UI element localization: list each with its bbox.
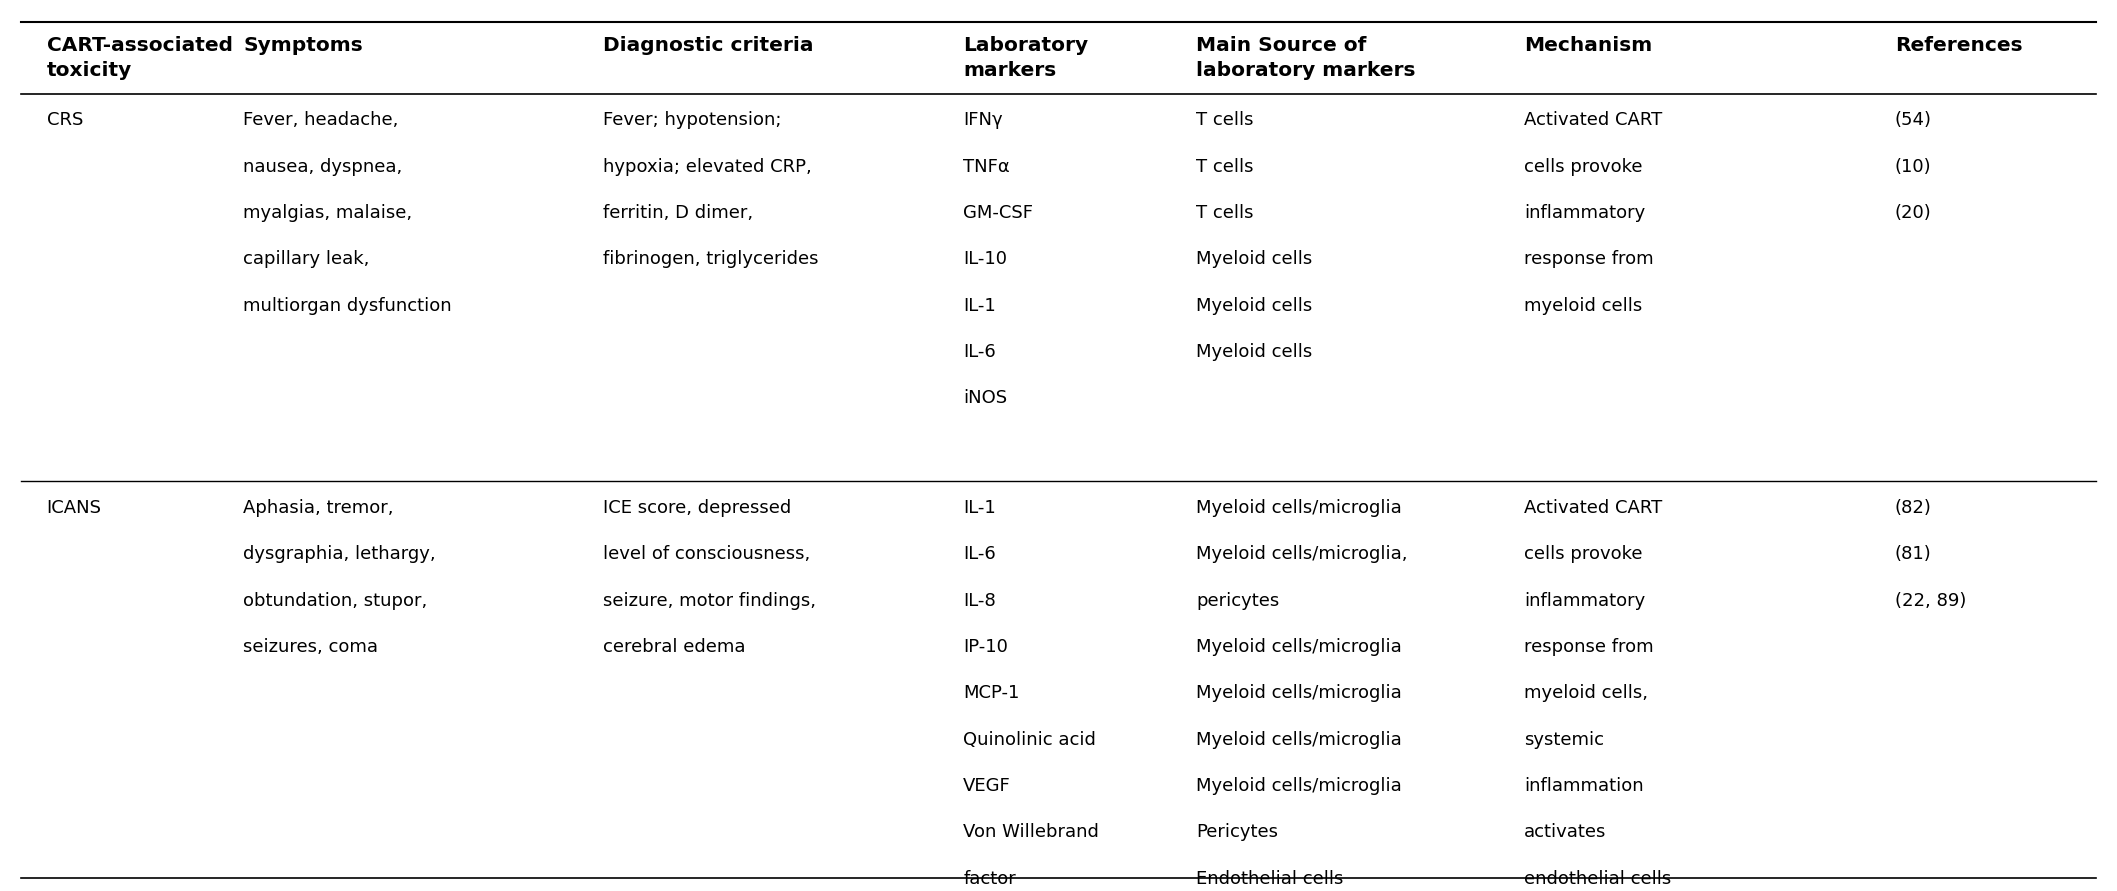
Text: Myeloid cells: Myeloid cells [1196,250,1313,268]
Text: Myeloid cells/microglia: Myeloid cells/microglia [1196,731,1401,748]
Text: References: References [1895,36,2022,54]
Text: IL-6: IL-6 [963,545,995,563]
Text: iNOS: iNOS [963,389,1008,407]
Text: Quinolinic acid: Quinolinic acid [963,731,1097,748]
Text: activates: activates [1524,823,1607,841]
Text: Pericytes: Pericytes [1196,823,1279,841]
Text: MCP-1: MCP-1 [963,684,1020,702]
Text: (54): (54) [1895,111,1931,129]
Text: IL-6: IL-6 [963,343,995,361]
Text: myeloid cells: myeloid cells [1524,297,1643,315]
Text: TNFα: TNFα [963,158,1010,176]
Text: Main Source of
laboratory markers: Main Source of laboratory markers [1196,36,1416,79]
Text: Activated CART: Activated CART [1524,499,1662,517]
Text: Von Willebrand: Von Willebrand [963,823,1099,841]
Text: Myeloid cells/microglia: Myeloid cells/microglia [1196,777,1401,795]
Text: IL-1: IL-1 [963,297,995,315]
Text: ICE score, depressed: ICE score, depressed [603,499,792,517]
Text: Symptoms: Symptoms [243,36,364,54]
Text: cells provoke: cells provoke [1524,158,1643,176]
Text: myeloid cells,: myeloid cells, [1524,684,1649,702]
Text: Activated CART: Activated CART [1524,111,1662,129]
Text: Diagnostic criteria: Diagnostic criteria [603,36,813,54]
Text: Aphasia, tremor,: Aphasia, tremor, [243,499,394,517]
Text: dysgraphia, lethargy,: dysgraphia, lethargy, [243,545,436,563]
Text: (81): (81) [1895,545,1931,563]
Text: inflammation: inflammation [1524,777,1645,795]
Text: response from: response from [1524,250,1653,268]
Text: Myeloid cells/microglia: Myeloid cells/microglia [1196,638,1401,656]
Text: T cells: T cells [1196,111,1253,129]
Text: ICANS: ICANS [47,499,102,517]
Text: CART-associated
toxicity: CART-associated toxicity [47,36,233,79]
Text: capillary leak,: capillary leak, [243,250,370,268]
Text: Myeloid cells: Myeloid cells [1196,297,1313,315]
Text: (22, 89): (22, 89) [1895,592,1967,609]
Text: (20): (20) [1895,204,1931,222]
Text: IL-8: IL-8 [963,592,995,609]
Text: (82): (82) [1895,499,1931,517]
Text: factor: factor [963,870,1016,887]
Text: Myeloid cells: Myeloid cells [1196,343,1313,361]
Text: Endothelial cells: Endothelial cells [1196,870,1344,887]
Text: Fever, headache,: Fever, headache, [243,111,398,129]
Text: nausea, dyspnea,: nausea, dyspnea, [243,158,402,176]
Text: myalgias, malaise,: myalgias, malaise, [243,204,413,222]
Text: level of consciousness,: level of consciousness, [603,545,811,563]
Text: seizures, coma: seizures, coma [243,638,379,656]
Text: CRS: CRS [47,111,83,129]
Text: response from: response from [1524,638,1653,656]
Text: obtundation, stupor,: obtundation, stupor, [243,592,428,609]
Text: Fever; hypotension;: Fever; hypotension; [603,111,781,129]
Text: Myeloid cells/microglia,: Myeloid cells/microglia, [1196,545,1408,563]
Text: IP-10: IP-10 [963,638,1008,656]
Text: hypoxia; elevated CRP,: hypoxia; elevated CRP, [603,158,813,176]
Text: IFNγ: IFNγ [963,111,1003,129]
Text: fibrinogen, triglycerides: fibrinogen, triglycerides [603,250,819,268]
Text: multiorgan dysfunction: multiorgan dysfunction [243,297,453,315]
Text: cerebral edema: cerebral edema [603,638,745,656]
Text: systemic: systemic [1524,731,1605,748]
Text: Myeloid cells/microglia: Myeloid cells/microglia [1196,684,1401,702]
Text: inflammatory: inflammatory [1524,592,1645,609]
Text: cells provoke: cells provoke [1524,545,1643,563]
Text: inflammatory: inflammatory [1524,204,1645,222]
Text: ferritin, D dimer,: ferritin, D dimer, [603,204,754,222]
Text: IL-10: IL-10 [963,250,1008,268]
Text: endothelial cells: endothelial cells [1524,870,1672,887]
Text: Laboratory
markers: Laboratory markers [963,36,1088,79]
Text: GM-CSF: GM-CSF [963,204,1033,222]
Text: seizure, motor findings,: seizure, motor findings, [603,592,817,609]
Text: T cells: T cells [1196,158,1253,176]
Text: IL-1: IL-1 [963,499,995,517]
Text: Myeloid cells/microglia: Myeloid cells/microglia [1196,499,1401,517]
Text: T cells: T cells [1196,204,1253,222]
Text: VEGF: VEGF [963,777,1012,795]
Text: (10): (10) [1895,158,1931,176]
Text: pericytes: pericytes [1196,592,1279,609]
Text: Mechanism: Mechanism [1524,36,1653,54]
